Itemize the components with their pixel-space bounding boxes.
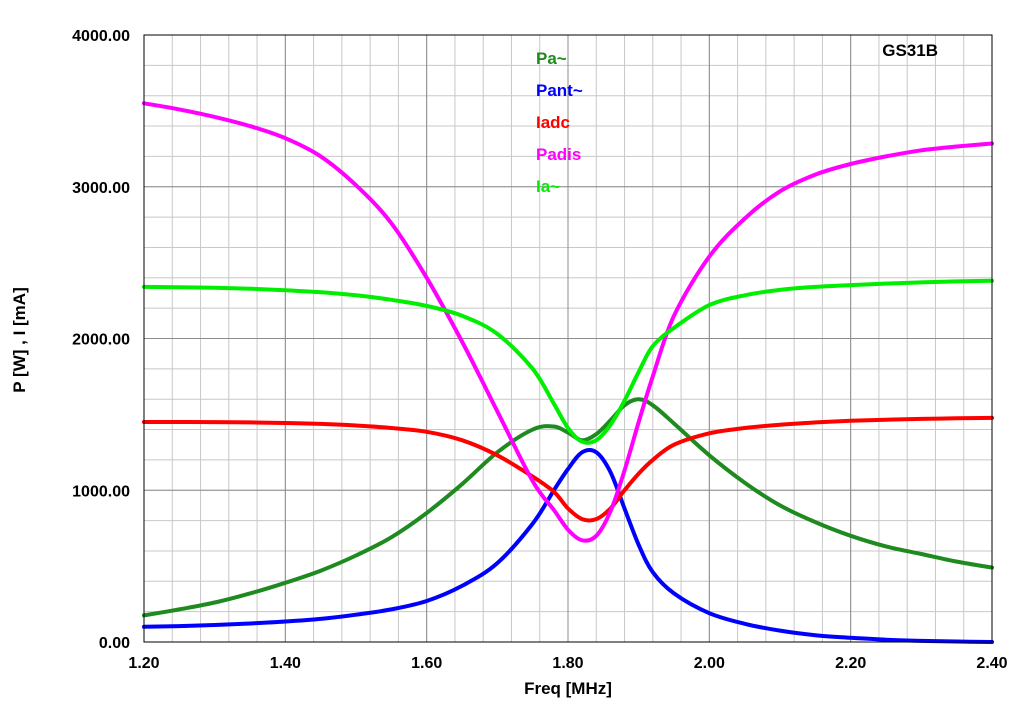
y-tick-label: 0.00 xyxy=(99,635,130,652)
plot-frame xyxy=(143,34,993,643)
legend-item-pa: Pa~ xyxy=(536,49,567,68)
y-axis-label: P [W] , I [mA] xyxy=(10,287,29,392)
chart-title: GS31B xyxy=(882,41,938,60)
legend-item-pant: Pant~ xyxy=(536,81,583,100)
y-tick-label: 2000.00 xyxy=(72,332,130,349)
legend-item-ia: Ia~ xyxy=(536,177,560,196)
x-tick-label: 2.00 xyxy=(694,655,725,672)
y-axis-ticks: 0.00 1000.00 2000.00 3000.00 4000.00 xyxy=(72,28,130,652)
legend-item-padis: Padis xyxy=(536,145,581,164)
x-tick-label: 2.20 xyxy=(835,655,866,672)
series-line-iadc xyxy=(142,415,994,523)
series-line-pant xyxy=(142,448,994,644)
grid-major xyxy=(144,35,992,642)
x-axis-ticks: 1.20 1.40 1.60 1.80 2.00 2.20 2.40 xyxy=(128,655,1007,672)
legend-item-iadc: Iadc xyxy=(536,113,570,132)
x-tick-label: 1.20 xyxy=(128,655,159,672)
x-tick-label: 1.40 xyxy=(270,655,301,672)
y-tick-label: 1000.00 xyxy=(72,483,130,500)
legend: Pa~ Pant~ Iadc Padis Ia~ xyxy=(536,49,583,196)
x-axis-label: Freq [MHz] xyxy=(524,679,612,698)
y-tick-label: 3000.00 xyxy=(72,180,130,197)
series-layer xyxy=(142,101,994,644)
y-tick-label: 4000.00 xyxy=(72,28,130,45)
x-tick-label: 2.40 xyxy=(976,655,1007,672)
series-line-padis xyxy=(142,101,994,543)
x-tick-label: 1.80 xyxy=(552,655,583,672)
series-line-pa xyxy=(142,397,994,618)
x-tick-label: 1.60 xyxy=(411,655,442,672)
series-line-ia xyxy=(142,278,994,445)
